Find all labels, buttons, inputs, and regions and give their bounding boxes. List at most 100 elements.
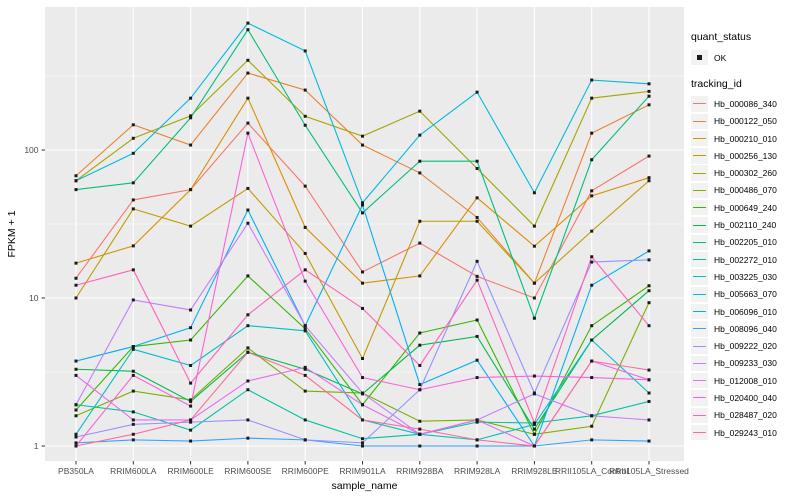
legend-key bbox=[691, 390, 708, 406]
data-point bbox=[246, 208, 250, 212]
series-points bbox=[74, 21, 651, 448]
legend-color-line bbox=[693, 120, 706, 122]
legend-color-line bbox=[693, 432, 706, 434]
data-point bbox=[303, 268, 307, 272]
x-tick-label: RRIM600LA bbox=[110, 466, 157, 476]
data-point bbox=[475, 334, 479, 338]
data-point bbox=[361, 376, 364, 380]
data-point bbox=[647, 418, 651, 422]
data-point bbox=[647, 289, 651, 293]
data-point bbox=[131, 418, 135, 422]
data-point bbox=[246, 121, 250, 125]
data-point bbox=[189, 363, 193, 367]
data-point bbox=[647, 324, 651, 328]
legend-key bbox=[691, 217, 708, 233]
data-point bbox=[131, 268, 135, 272]
data-point bbox=[647, 439, 651, 443]
data-point bbox=[590, 131, 594, 135]
data-point bbox=[303, 438, 307, 442]
data-point bbox=[475, 219, 479, 223]
data-point bbox=[590, 324, 594, 328]
legend-item-label: Hb_028487_020 bbox=[714, 410, 777, 421]
x-tick-label: RRIM901LA bbox=[339, 466, 386, 476]
x-tick-label: RRIM600LE bbox=[167, 466, 214, 476]
data-point bbox=[189, 428, 193, 432]
legend-item: Hb_002272_010 bbox=[691, 251, 799, 268]
data-point bbox=[131, 181, 135, 185]
legend-item-label: Hb_003225_030 bbox=[714, 271, 777, 282]
data-point bbox=[189, 326, 193, 330]
legend-color-line bbox=[693, 207, 706, 209]
data-point bbox=[418, 383, 422, 387]
legend-key bbox=[691, 269, 708, 285]
legend: quant_status OK tracking_id Hb_000086_34… bbox=[691, 31, 799, 441]
legend-item-label: Hb_000649_240 bbox=[714, 202, 777, 213]
legend-color-line bbox=[693, 397, 706, 399]
data-point bbox=[590, 359, 594, 363]
data-point bbox=[131, 389, 135, 393]
data-point bbox=[246, 58, 250, 62]
data-point bbox=[361, 444, 364, 448]
x-tick-label: RRII105LA_Control bbox=[555, 466, 629, 476]
x-tick-label: RRIM928LE bbox=[511, 466, 558, 476]
legend-item-label: Hb_002110_240 bbox=[714, 220, 777, 231]
data-point bbox=[131, 422, 135, 426]
legend-color-line bbox=[693, 328, 706, 330]
data-point bbox=[189, 399, 193, 403]
legend-item: Hb_002110_240 bbox=[691, 216, 799, 233]
data-point bbox=[303, 184, 307, 188]
legend-item-label: Hb_005663_070 bbox=[714, 289, 777, 300]
data-point bbox=[246, 388, 250, 392]
legend-item-label: Hb_008096_040 bbox=[714, 323, 777, 334]
data-point bbox=[189, 143, 193, 147]
data-point bbox=[189, 96, 193, 100]
data-point bbox=[418, 219, 422, 223]
data-point bbox=[131, 347, 135, 351]
data-point bbox=[647, 94, 651, 98]
x-tick-label: PB350LA bbox=[58, 466, 94, 476]
legend-item-label: Hb_029243_010 bbox=[714, 427, 777, 438]
data-point bbox=[361, 201, 364, 205]
legend-key bbox=[691, 373, 708, 389]
data-point bbox=[418, 331, 422, 335]
legend-color-line bbox=[693, 276, 706, 278]
data-point bbox=[418, 159, 422, 163]
data-point bbox=[74, 359, 78, 363]
legend-key-ok bbox=[691, 49, 708, 66]
data-point bbox=[647, 391, 651, 395]
data-point bbox=[532, 224, 536, 228]
data-point bbox=[418, 133, 422, 137]
legend-key bbox=[691, 355, 708, 372]
data-point bbox=[647, 368, 651, 372]
legend-color-line bbox=[693, 103, 706, 105]
data-point bbox=[303, 324, 307, 328]
data-point bbox=[475, 438, 479, 442]
data-point bbox=[475, 274, 479, 278]
data-point bbox=[647, 258, 651, 262]
legend-item-label: Hb_009233_030 bbox=[714, 358, 777, 369]
data-point bbox=[361, 306, 364, 310]
data-point bbox=[303, 373, 307, 377]
legend-color-line bbox=[693, 224, 706, 226]
data-point bbox=[189, 398, 193, 402]
legend-item-label: Hb_002272_010 bbox=[714, 254, 777, 265]
data-point bbox=[532, 191, 536, 195]
y-tick-label: 1 bbox=[34, 441, 39, 451]
data-point bbox=[74, 444, 78, 448]
legend-item-label: Hb_006096_010 bbox=[714, 306, 777, 317]
legend-key bbox=[691, 182, 708, 199]
data-point bbox=[361, 403, 364, 407]
legend-item: Hb_000086_340 bbox=[691, 95, 799, 112]
data-point bbox=[418, 109, 422, 113]
legend-item-label: Hb_000256_130 bbox=[714, 150, 777, 161]
legend-color-line bbox=[693, 414, 706, 416]
legend-item: Hb_002205_010 bbox=[691, 234, 799, 251]
data-point bbox=[532, 427, 536, 431]
data-point bbox=[475, 196, 479, 200]
data-point bbox=[590, 96, 594, 100]
data-point bbox=[131, 136, 135, 140]
data-point bbox=[303, 418, 307, 422]
data-point bbox=[361, 437, 364, 441]
data-point bbox=[74, 276, 78, 280]
